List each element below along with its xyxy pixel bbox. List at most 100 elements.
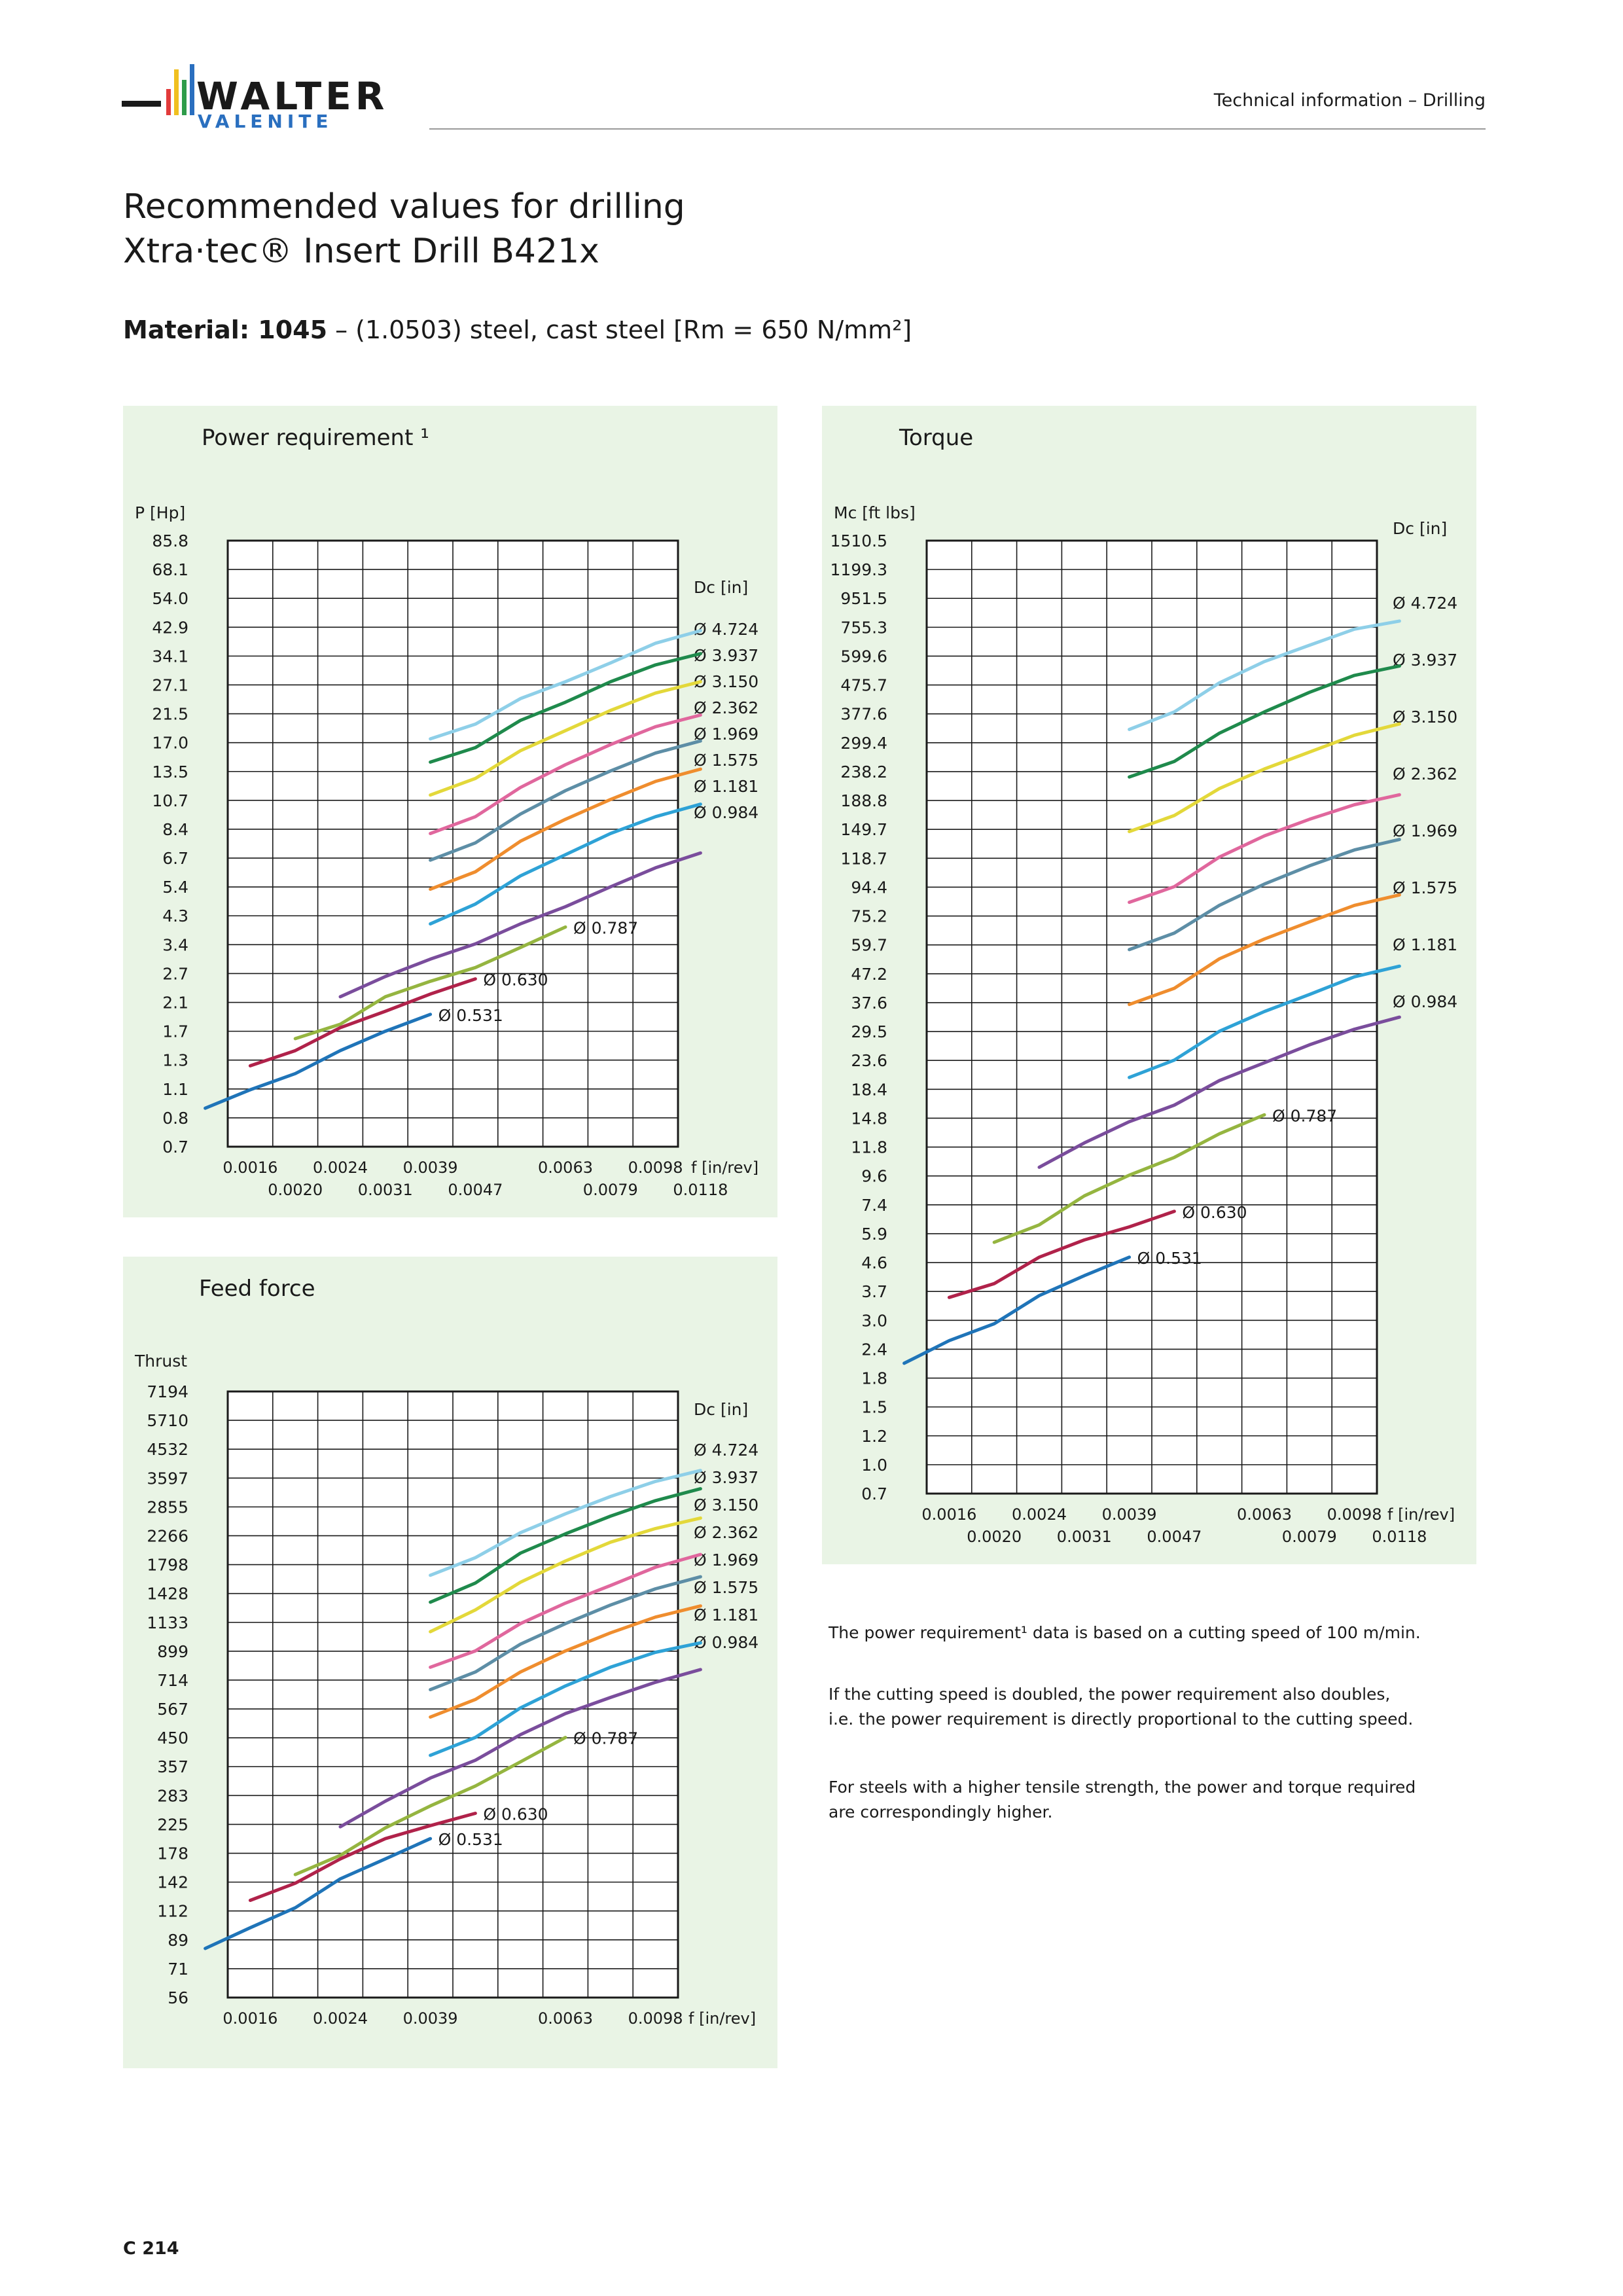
x-tick-label: 0.0024 [1012,1505,1067,1524]
y-tick-label: 1.8 [861,1369,887,1388]
series-line [429,1575,702,1692]
x-tick-label: 0.0047 [1147,1528,1202,1546]
y-tick-label: 10.7 [152,791,188,810]
legend-title: Dc [in] [694,1400,748,1419]
x-tick-label: 0.0039 [1102,1505,1157,1524]
series-line [429,1641,702,1757]
y-tick-label: 283 [157,1786,188,1805]
legend-entry: Ø 2.362 [694,1523,758,1542]
x-tick-label: 0.0118 [673,1181,728,1199]
y-tick-label: 1510.5 [830,531,887,550]
y-tick-label: 85.8 [152,531,188,550]
y-tick-label: 5.4 [162,878,188,897]
legend-entry: Ø 3.937 [694,1468,758,1487]
y-tick-label: 29.5 [851,1022,887,1041]
series-line [248,977,477,1067]
note-line: The power requirement¹ data is based on … [829,1623,1421,1642]
series-line [1128,722,1401,833]
legend-entry: Ø 3.150 [1393,708,1457,726]
y-tick-label: 4532 [147,1440,188,1459]
y-tick-label: 7194 [147,1382,188,1401]
y-tick-label: 75.2 [851,907,887,926]
series-label: Ø 0.630 [483,971,548,990]
x-tick-label: 0.0047 [448,1181,503,1199]
legend-entry: Ø 4.724 [1393,594,1457,613]
legend-entry: Ø 1.181 [1393,935,1457,954]
y-tick-label: 357 [157,1757,188,1776]
legend-entry: Ø 1.969 [1393,821,1457,840]
y-tick-label: 13.5 [152,762,188,781]
y-tick-label: 59.7 [851,936,887,955]
note-line: are correspondingly higher. [829,1803,1053,1821]
feed-force-chart: Feed force Thrust f [in/rev] Dc [in] 7194 571… [134,1276,758,2028]
y-tick-label: 3.4 [162,935,188,954]
series-label: Ø 0.531 [1137,1249,1202,1268]
y-tick-label: 1428 [147,1585,188,1604]
y-tick-label: 6.7 [162,849,188,868]
series-line [338,1668,702,1829]
x-tick-label: 0.0039 [403,2009,458,2028]
legend-entry: Ø 1.575 [694,1578,758,1597]
legend-entry: Ø 0.984 [1393,992,1457,1011]
note-proportional: If the cutting speed is doubled, the pow… [829,1682,1457,1732]
legend-entry: Ø 4.724 [694,1441,758,1460]
legend-entry: Ø 3.937 [1393,651,1457,670]
y-tick-label: 3597 [147,1469,188,1488]
torque-chart-panel: Torque Mc [ft lbs] f [in/rev] Dc [in] 1510.5… [822,406,1476,1564]
material-label: Material: 1045 [123,315,328,344]
x-tick-label: 0.0098 [1327,1505,1382,1524]
series-line [429,1552,702,1669]
legend-entry: Ø 1.181 [694,1605,758,1624]
legend-entry: Ø 1.181 [694,777,758,796]
power-requirement-chart: Power requirement ¹ P [Hp] f [in/rev] Dc [i… [135,425,758,1199]
y-tick-label: 238.2 [840,762,887,781]
series-line [1037,1015,1401,1169]
y-tick-label: 118.7 [840,849,887,868]
y-tick-label: 9.6 [861,1167,887,1186]
y-tick-label: 1.1 [162,1080,188,1099]
legend-title: Dc [in] [694,578,748,597]
y-tick-label: 5710 [147,1411,188,1430]
page-title-line1: Recommended values for drilling [123,187,685,226]
series-line [429,629,702,741]
series-line [204,1013,433,1110]
series-line [992,1113,1266,1244]
x-tick-label: 0.0016 [223,2009,277,2028]
legend-entry: Ø 3.937 [694,646,758,665]
y-tick-label: 0.7 [162,1138,188,1157]
series-label: Ø 0.630 [483,1805,548,1824]
y-tick-label: 37.6 [851,994,887,1013]
walter-logo-text: WALTER [196,74,389,118]
series-line [293,925,567,1041]
y-tick-label: 178 [157,1844,188,1863]
series-line [1128,964,1401,1079]
y-tick-label: 4.6 [861,1253,887,1272]
y-tick-label: 2.4 [861,1340,887,1359]
y-tick-label: 1.2 [861,1427,887,1446]
y-tick-label: 23.6 [851,1051,887,1070]
y-tick-label: 2.7 [162,964,188,983]
note-tensile-strength: For steels with a higher tensile strengt… [829,1775,1457,1825]
note-line: If the cutting speed is doubled, the pow… [829,1685,1391,1704]
series-line [429,680,702,797]
series-line [1128,793,1401,905]
series-label: Ø 0.787 [1272,1106,1337,1125]
y-tick-label: 899 [157,1642,188,1661]
section-label: Technical information – Drilling [1213,90,1486,111]
legend-entry: Ø 3.150 [694,1496,758,1515]
x-tick-label: 0.0039 [403,1158,458,1177]
feed-force-chart-panel: Feed force Thrust f [in/rev] Dc [in] 7194 571… [123,1257,777,2068]
chart-title: Power requirement ¹ [202,425,429,451]
x-axis-label: f [in/rev] [691,1158,758,1177]
legend-entry: Ø 3.150 [694,672,758,691]
note-cutting-speed: The power requirement¹ data is based on … [829,1621,1457,1645]
x-tick-label: 0.0098 [628,2009,683,2028]
legend-entry: Ø 1.969 [694,1551,758,1570]
y-tick-label: 14.8 [851,1109,887,1128]
legend-entry: Ø 0.984 [694,803,758,822]
series-label: Ø 0.787 [573,918,638,937]
y-tick-label: 951.5 [840,589,887,608]
page-title-line2: Xtra·tec® Insert Drill B421x [123,232,599,271]
y-tick-label: 21.5 [152,705,188,724]
y-tick-label: 377.6 [840,705,887,724]
